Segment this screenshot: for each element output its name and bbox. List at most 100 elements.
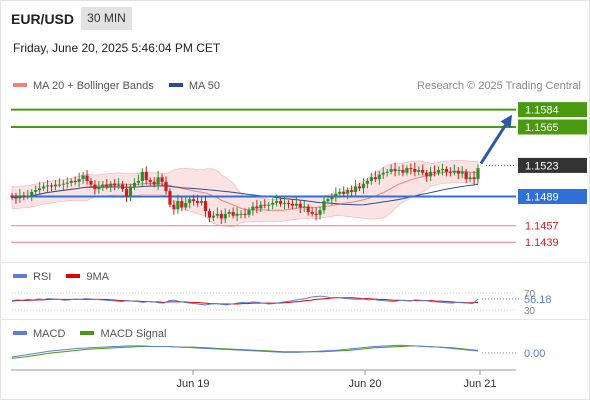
candle-body [334, 193, 338, 198]
candle-body [223, 213, 227, 219]
macd-signal-line [11, 345, 479, 359]
candle-body [310, 212, 314, 214]
level-tag-2 [518, 188, 587, 204]
candle-body [196, 201, 200, 203]
level-tag-1 [518, 119, 587, 135]
time-axis-label-1: Jun 20 [348, 378, 381, 390]
candle-body [231, 212, 235, 216]
candle-body [172, 204, 176, 210]
legend-item-ma50: MA 50 [168, 80, 220, 92]
candle-body [436, 169, 441, 173]
candle-body [89, 180, 93, 185]
candle-body [346, 190, 350, 194]
current-price-label: 1.1523 [525, 160, 559, 172]
candle-body [263, 204, 267, 206]
ma20-swatch-icon [13, 83, 27, 88]
candle-body [34, 190, 38, 192]
level-label-1: 1.1565 [525, 122, 559, 134]
candle-body [57, 184, 61, 186]
candle-body [365, 180, 370, 184]
candle-body [235, 213, 239, 216]
candle-body [456, 170, 460, 174]
candle-body [219, 213, 223, 219]
panel-separator [0, 319, 590, 320]
legend-label-ma20: MA 20 + Bollinger Bands [33, 80, 154, 92]
candle-body [286, 202, 291, 204]
ma9-swatch-icon [66, 274, 81, 279]
candle-body [247, 210, 251, 215]
candle-body [10, 195, 14, 198]
candle-body [338, 191, 342, 194]
level-label-0: 1.1584 [525, 105, 559, 117]
timeframe-badge[interactable]: 30 MIN [81, 7, 132, 30]
candle-body [77, 179, 81, 182]
candle-body [199, 201, 204, 203]
candle-body [302, 206, 306, 208]
candle-body [176, 201, 180, 210]
symbol-title: EUR/USD [11, 11, 75, 27]
candle-body [227, 212, 231, 214]
candle-body [41, 186, 46, 189]
legend-label-macd-signal: MACD Signal [100, 328, 167, 340]
candle-body [160, 177, 164, 182]
candle-body [180, 201, 184, 208]
candle-body [259, 204, 263, 209]
candle-body [267, 204, 271, 206]
candle-body [294, 203, 298, 206]
candle-body [393, 169, 397, 171]
candle-body [136, 180, 140, 183]
legend-label-rsi: RSI [33, 271, 52, 283]
candle-body [156, 177, 160, 185]
candle-body [128, 186, 133, 197]
candle-body [73, 180, 77, 182]
level-label-2: 1.1489 [525, 191, 559, 203]
legend-label-9ma: 9MA [86, 271, 110, 283]
candle-body [168, 191, 172, 205]
candle-body [152, 181, 156, 185]
candle-body [330, 197, 334, 200]
rsi-line [11, 295, 479, 306]
candle-body [440, 169, 445, 171]
candle-body [117, 184, 121, 186]
ma50-swatch-icon [168, 83, 183, 88]
candle-body [124, 189, 129, 197]
candle-body [389, 169, 393, 172]
candle-body [397, 169, 401, 171]
candle-body [38, 188, 42, 191]
candle-body [211, 215, 216, 218]
candle-body [274, 201, 279, 203]
candle-body [101, 184, 105, 188]
candle-body [298, 203, 302, 208]
candle-body [413, 169, 417, 172]
candle-body [357, 186, 362, 189]
level-label-4: 1.1439 [525, 237, 559, 249]
level-tag-0 [518, 102, 587, 118]
candle-body [271, 202, 275, 205]
candle-body [65, 182, 69, 184]
candle-body [61, 183, 65, 185]
macd-signal-swatch-icon [80, 331, 95, 336]
candle-body [22, 195, 26, 197]
candle-body [409, 168, 413, 170]
candle-body [350, 190, 354, 192]
candle-body [188, 199, 192, 203]
candle-body [203, 201, 208, 212]
main-legend: MA 20 + Bollinger Bands MA 50 [13, 80, 232, 92]
legend-item-rsi: RSI [13, 271, 51, 283]
candle-body [255, 206, 259, 209]
projection-arrow [479, 118, 511, 165]
candle-body [472, 177, 476, 180]
candle-body [49, 185, 54, 187]
candle-body [81, 175, 85, 180]
candle-body [215, 213, 219, 216]
candle-body [144, 171, 148, 181]
candle-body [444, 169, 449, 172]
candle-body [425, 172, 429, 177]
candle-body [342, 191, 346, 194]
candle-body [164, 181, 168, 191]
legend-item-macd: MACD [13, 328, 65, 340]
candle-body [278, 201, 283, 204]
candle-body [452, 170, 456, 173]
candle-body [239, 213, 243, 215]
